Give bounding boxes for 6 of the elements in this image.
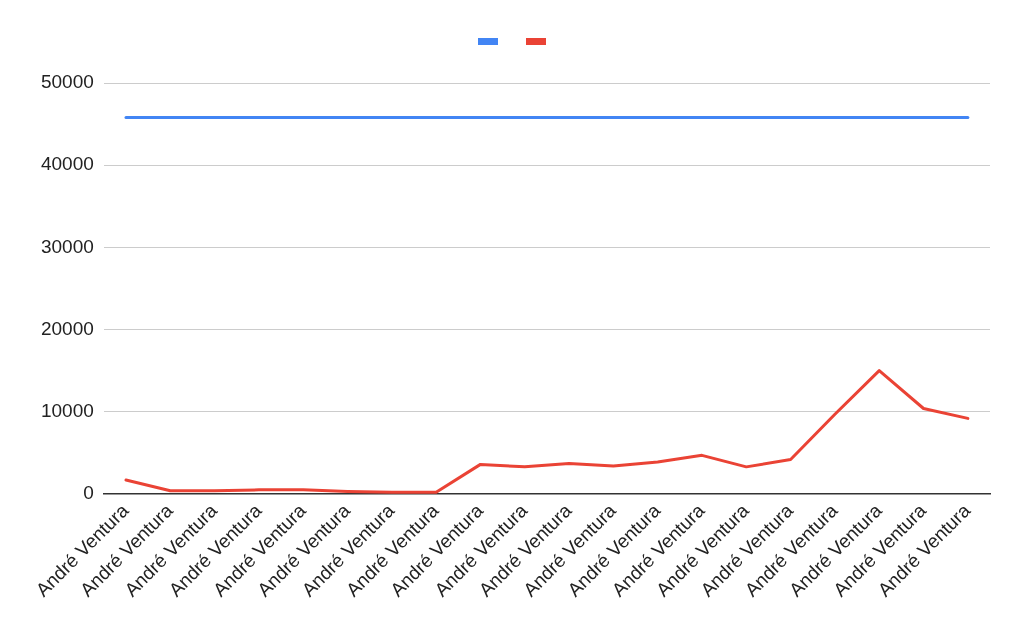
y-tick-label: 30000 — [40, 235, 94, 257]
y-tick-label: 40000 — [40, 153, 94, 175]
y-tick-label: 10000 — [40, 400, 94, 422]
y-tick-label: 50000 — [40, 71, 94, 93]
y-tick-label: 20000 — [40, 317, 94, 339]
y-tick-label: 0 — [83, 482, 94, 504]
